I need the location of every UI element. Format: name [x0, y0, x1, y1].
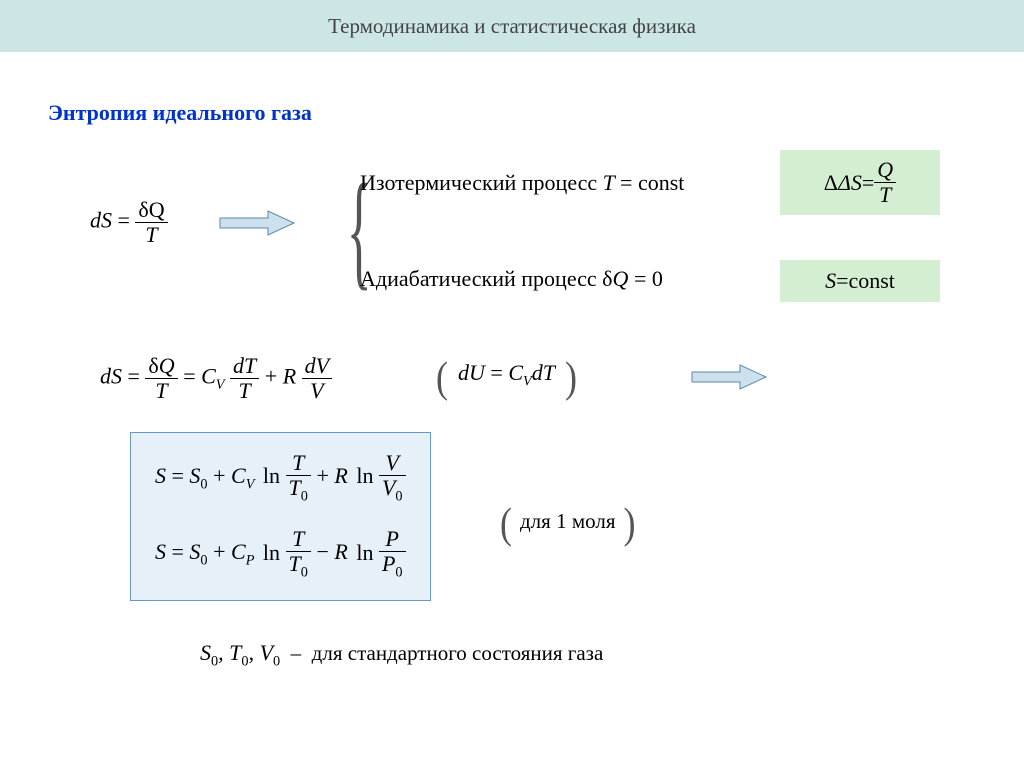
result-adiabatic: S = const	[780, 260, 940, 302]
formula-s-pressure: S = S0 + CP ln T T0 − R ln P P0	[155, 527, 406, 581]
formula-s-volume: S = S0 + CV ln T T0 + R ln V V0	[155, 451, 406, 505]
entropy-result-box: S = S0 + CV ln T T0 + R ln V V0 S = S0 +…	[130, 432, 431, 601]
section-subtitle: Энтропия идеального газа	[48, 100, 312, 126]
header-title: Термодинамика и статистическая физика	[328, 14, 696, 39]
adiabatic-process-label: Адиабатический процесс δQ = 0	[360, 266, 663, 292]
arrow-icon	[218, 208, 296, 243]
result-isothermal: ΔΔS = Q T	[780, 150, 940, 215]
arrow-icon	[690, 362, 768, 397]
isothermal-process-label: Изотермический процесс T = const	[360, 170, 684, 196]
mole-note: ( для 1 моля )	[500, 500, 635, 542]
formula-ds-definition: dS = δQ T	[90, 198, 168, 247]
formula-ds-expanded: dS = δQ T = CV dT T + R dV V	[100, 354, 332, 403]
standard-state-note: S0, T0, V0 – для стандартного состояния …	[200, 640, 603, 670]
ds-lhs: dS	[90, 208, 112, 233]
slide-header: Термодинамика и статистическая физика	[0, 0, 1024, 52]
formula-du-aside: ( dU = CVdT )	[436, 354, 577, 396]
